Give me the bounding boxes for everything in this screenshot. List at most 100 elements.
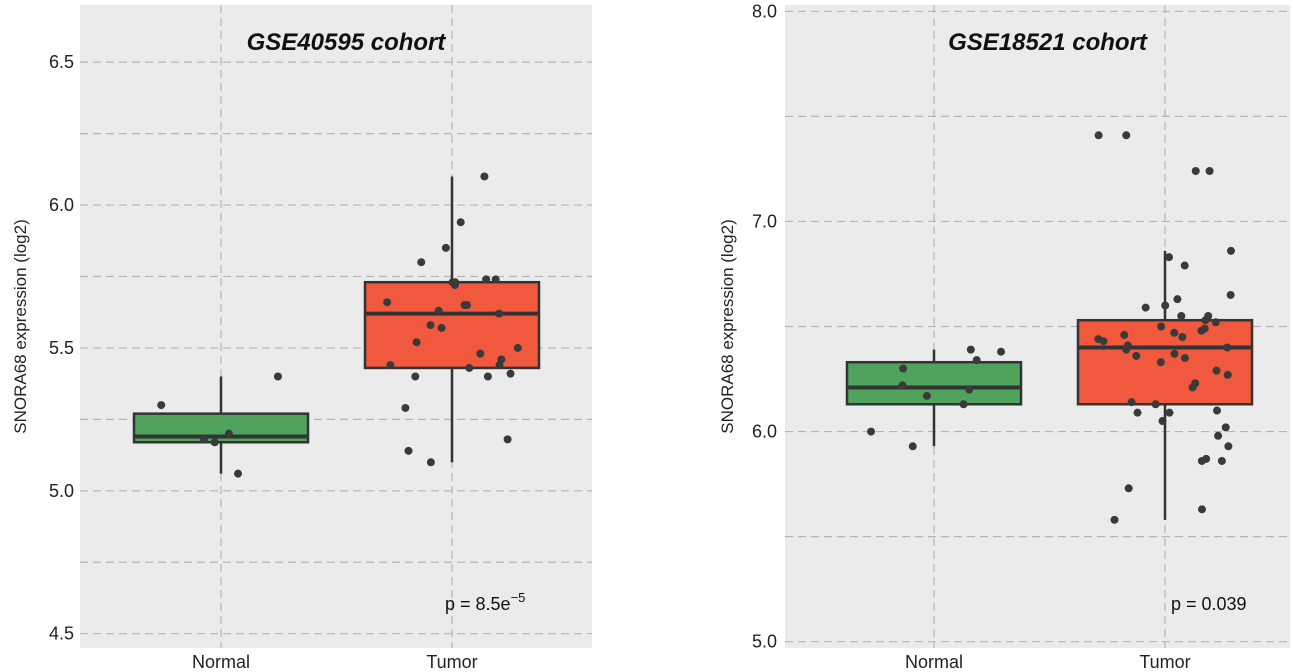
data-point: [434, 306, 443, 315]
data-point: [401, 403, 410, 412]
data-point: [867, 427, 876, 436]
data-point: [1191, 167, 1200, 176]
data-point: [1201, 316, 1210, 325]
y-axis-title: SNORA68 expression (log2): [11, 219, 30, 433]
data-point: [1197, 505, 1206, 514]
data-point: [1124, 484, 1133, 493]
data-point: [412, 338, 421, 347]
panel-gse40595: 4.5 5.0 5.5 6.0 6.5 Normal Tumor GSE40595 cohor…: [11, 5, 592, 672]
data-point: [1170, 328, 1179, 337]
data-point: [386, 361, 395, 370]
data-point: [199, 435, 208, 444]
data-point: [441, 243, 450, 252]
y-tick-label: 6.0: [49, 195, 74, 215]
data-point: [1217, 456, 1226, 465]
y-tick-label: 6.0: [752, 422, 777, 442]
data-point: [1158, 417, 1167, 426]
data-point: [1178, 333, 1187, 342]
chart-title: GSE18521 cohort: [948, 29, 1148, 56]
box-tumor: [363, 280, 541, 370]
data-point: [1197, 326, 1206, 335]
data-point: [1226, 290, 1235, 299]
data-point: [411, 372, 420, 381]
x-tick-label: Normal: [905, 652, 963, 672]
data-point: [1214, 431, 1223, 440]
data-point: [1173, 295, 1182, 304]
data-point: [465, 363, 474, 372]
data-point: [1099, 337, 1108, 346]
data-point: [463, 301, 472, 310]
data-point: [1177, 311, 1186, 320]
data-point: [1224, 442, 1233, 451]
data-point: [1127, 398, 1136, 407]
data-point: [1223, 370, 1232, 379]
p-value-annotation: p = 8.5e−5: [445, 590, 525, 614]
data-point: [273, 372, 282, 381]
data-point: [1161, 301, 1170, 310]
data-point: [513, 343, 522, 352]
data-point: [1188, 383, 1197, 392]
data-point: [456, 218, 465, 227]
data-point: [417, 258, 426, 267]
data-point: [483, 372, 492, 381]
data-point: [426, 321, 435, 330]
data-point: [404, 446, 413, 455]
y-tick-label: 5.0: [752, 632, 777, 652]
data-point: [1221, 423, 1230, 432]
data-point: [224, 429, 233, 438]
data-point: [899, 364, 908, 373]
data-point: [1180, 354, 1189, 363]
data-point: [210, 438, 219, 447]
y-tick-label: 8.0: [752, 1, 777, 21]
y-tick-label: 5.5: [49, 338, 74, 358]
data-point: [1212, 366, 1221, 375]
chart-title: GSE40595 cohort: [247, 29, 447, 56]
data-point: [908, 442, 917, 451]
p-value-annotation: p = 0.039: [1171, 594, 1247, 614]
data-point: [480, 172, 489, 181]
data-point: [1110, 515, 1119, 524]
data-point: [157, 401, 166, 410]
x-tick-label: Normal: [192, 652, 250, 672]
data-point: [1133, 408, 1142, 417]
data-point: [1170, 349, 1179, 358]
data-point: [450, 281, 459, 290]
data-point: [1141, 303, 1150, 312]
data-point: [383, 298, 392, 307]
y-tick-label: 4.5: [49, 624, 74, 644]
data-point: [1165, 253, 1174, 262]
data-point: [959, 400, 968, 409]
data-point: [1180, 261, 1189, 270]
data-point: [437, 323, 446, 332]
data-point: [1197, 456, 1206, 465]
data-point: [503, 435, 512, 444]
data-point: [1156, 358, 1165, 367]
data-point: [1227, 246, 1236, 255]
data-point: [234, 469, 243, 478]
x-tick-label: Tumor: [426, 652, 477, 672]
data-point: [1094, 131, 1103, 140]
data-point: [1205, 167, 1214, 176]
data-point: [476, 349, 485, 358]
data-point: [1132, 351, 1141, 360]
data-point: [1165, 408, 1174, 417]
data-point: [1120, 330, 1129, 339]
data-point: [1213, 406, 1222, 415]
data-point: [426, 458, 435, 467]
data-point: [972, 356, 981, 365]
y-tick-label: 7.0: [752, 211, 777, 231]
data-point: [1151, 400, 1160, 409]
y-tick-label: 5.0: [49, 481, 74, 501]
data-point: [965, 385, 974, 394]
data-point: [1223, 343, 1232, 352]
panel-gse18521: 5.0 6.0 7.0 8.0 Normal Tumor GSE18521 cohort SN…: [718, 1, 1290, 672]
box-tumor: [1076, 318, 1254, 406]
y-tick-label: 6.5: [49, 52, 74, 72]
data-point: [997, 347, 1006, 356]
data-point: [1157, 322, 1166, 331]
data-point: [491, 275, 500, 284]
y-axis-title: SNORA68 expression (log2): [718, 219, 737, 433]
data-point: [966, 345, 975, 354]
data-point: [482, 275, 491, 284]
